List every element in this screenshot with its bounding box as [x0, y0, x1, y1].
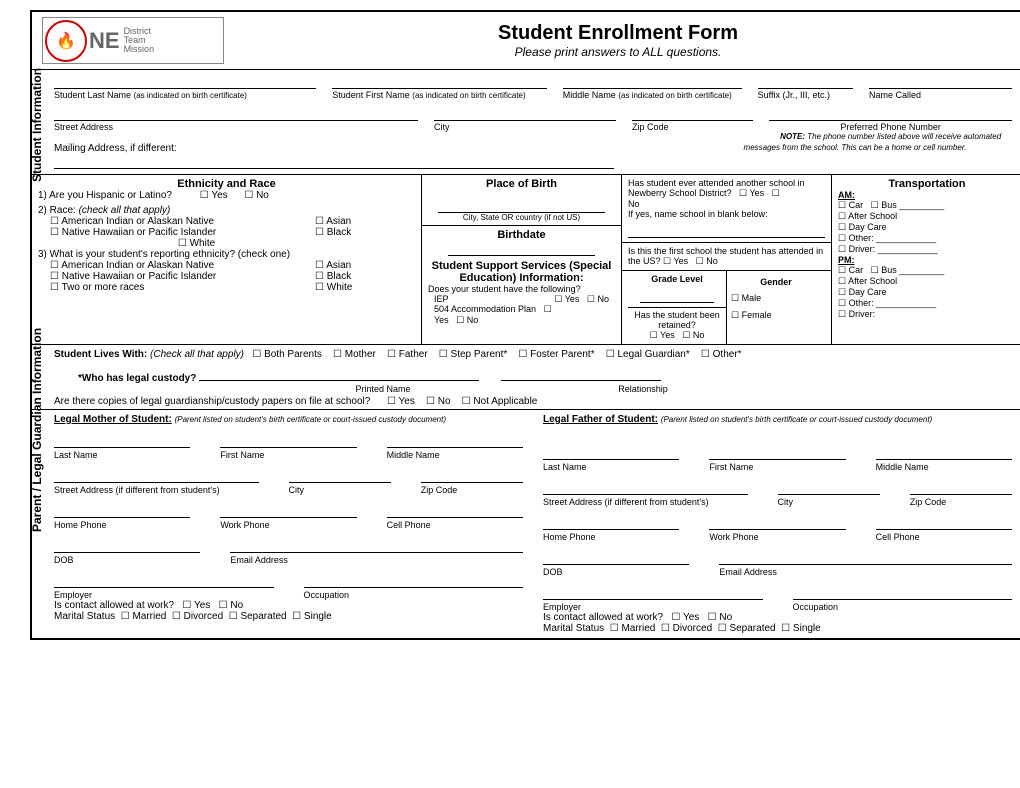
address-row: Street Address City Zip Code Preferred P…: [32, 102, 1020, 143]
logo-icon: 🔥: [45, 20, 87, 62]
form-subtitle: Please print answers to ALL questions.: [224, 45, 1012, 59]
sidebar-student: Student Information: [30, 68, 44, 182]
first-name-field[interactable]: [332, 74, 547, 89]
hispanic-yes[interactable]: [200, 190, 212, 201]
hispanic-no[interactable]: [244, 190, 256, 201]
prev-school-field[interactable]: [628, 223, 825, 238]
gender-female[interactable]: [731, 310, 742, 320]
race-aian[interactable]: [50, 216, 61, 227]
city-field[interactable]: [434, 106, 616, 121]
logo: 🔥 NE District Team Mission: [42, 17, 224, 64]
parents-section: Legal Mother of Student: (Parent listed …: [32, 409, 1020, 638]
lives-with-row: Student Lives With: (Check all that appl…: [32, 344, 1020, 409]
race-asian[interactable]: [315, 216, 326, 227]
race-nhpi[interactable]: [50, 227, 62, 238]
birthdate-field[interactable]: [448, 241, 595, 256]
middle-name-field[interactable]: [563, 74, 742, 89]
sidebar-parent: Parent / Legal Guardian Information: [30, 328, 44, 532]
name-called-field[interactable]: [869, 74, 1012, 89]
custody-name-field[interactable]: [199, 366, 479, 381]
name-row: Student Last Name (as indicated on birth…: [32, 70, 1020, 102]
race-black[interactable]: [315, 227, 327, 238]
mailing-field[interactable]: [54, 154, 614, 169]
race-white[interactable]: [178, 238, 190, 249]
zip-field[interactable]: [632, 106, 753, 121]
last-name-field[interactable]: [54, 74, 316, 89]
info-grid: Ethnicity and Race 1) Are you Hispanic o…: [32, 174, 1020, 344]
custody-rel-field[interactable]: [501, 366, 661, 381]
phone-field[interactable]: [769, 106, 1012, 121]
gender-male[interactable]: [731, 293, 742, 303]
form-page: Student Information Parent / Legal Guard…: [30, 10, 1020, 640]
form-title: Student Enrollment Form: [224, 22, 1012, 45]
grade-field[interactable]: [640, 288, 714, 303]
suffix-field[interactable]: [758, 74, 853, 89]
header: 🔥 NE District Team Mission Student Enrol…: [32, 12, 1020, 70]
birthplace-field[interactable]: [438, 198, 605, 213]
street-field[interactable]: [54, 106, 418, 121]
